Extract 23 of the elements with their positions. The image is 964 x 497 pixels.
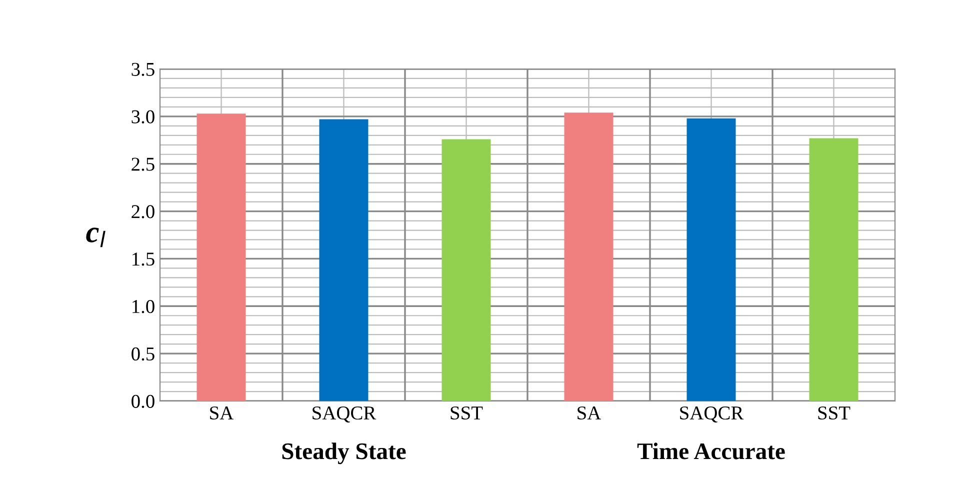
bar <box>442 139 491 401</box>
y-tick-label: 0.0 <box>132 394 154 408</box>
y-tick-label: 3.5 <box>132 62 154 76</box>
x-tick-label: SA <box>578 406 602 420</box>
y-tick-label: 2.5 <box>132 158 154 171</box>
x-tick-label: SA <box>210 406 234 420</box>
y-tick-label: 1.5 <box>132 252 154 266</box>
y-tick-label: 3.0 <box>132 110 154 124</box>
x-tick-label: SAQCR <box>312 406 376 423</box>
text: Steady State <box>282 442 406 464</box>
y-tick-label: 2.0 <box>132 205 154 218</box>
y-tick-label: 0.5 <box>132 347 154 361</box>
bar <box>564 112 614 401</box>
bar <box>809 138 858 401</box>
y-axis-title: c$_{l}$ <box>86 228 106 248</box>
y-tick-label: 1.0 <box>132 300 154 314</box>
bar <box>319 119 368 401</box>
x-tick-label: SAQCR <box>680 406 744 423</box>
text: Time Accurate <box>637 442 785 460</box>
x-tick-label: SST <box>818 406 850 420</box>
bar <box>686 118 736 401</box>
bar <box>196 114 246 401</box>
x-tick-label: SST <box>450 406 483 420</box>
